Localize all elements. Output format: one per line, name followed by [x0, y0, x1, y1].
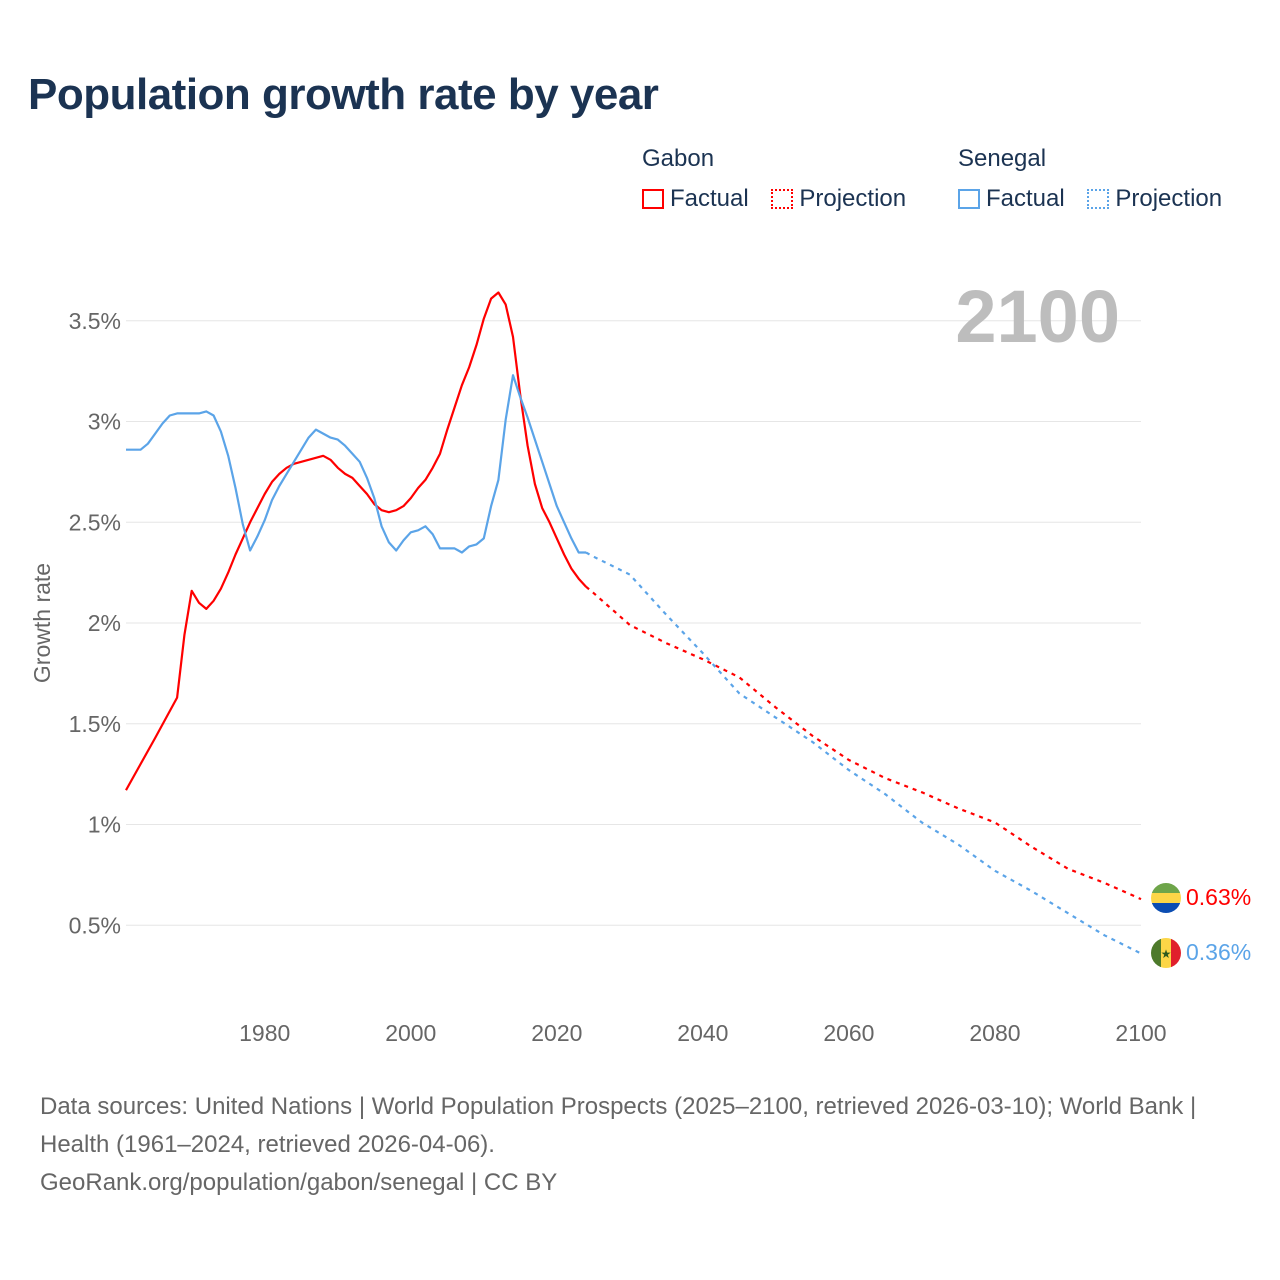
senegal-projection-line — [585, 551, 1142, 955]
footer: Data sources: United Nations | World Pop… — [40, 1088, 1240, 1202]
gabon-end-value: 0.63% — [1186, 884, 1251, 910]
senegal-factual-line — [126, 374, 586, 554]
dotted-swatch-icon — [771, 189, 794, 209]
gabon-factual-line — [125, 291, 587, 791]
gabon-projection-line — [585, 585, 1142, 901]
credit-link[interactable]: GeoRank.org/population/gabon/senegal | C… — [40, 1169, 558, 1196]
legend-senegal-factual[interactable]: Factual — [958, 185, 1065, 213]
senegal-flag-icon: ★ — [1151, 938, 1181, 968]
y-tick-label: 2% — [88, 610, 121, 636]
solid-swatch-icon — [958, 189, 980, 209]
y-tick-label: 2.5% — [69, 509, 121, 535]
y-tick-label: 1.5% — [69, 711, 121, 737]
x-tick-label: 2000 — [385, 1020, 436, 1046]
year-indicator: 2100 — [955, 275, 1120, 358]
legend-label: Projection — [799, 185, 907, 212]
x-tick-label: 2080 — [969, 1020, 1020, 1046]
legend-label: Projection — [1115, 185, 1223, 212]
y-axis-label: Growth rate — [29, 563, 55, 683]
y-tick-label: 1% — [88, 812, 121, 838]
legend-gabon-factual[interactable]: Factual — [642, 185, 749, 213]
legend-gabon-projection[interactable]: Projection — [771, 185, 906, 213]
legend-senegal-projection[interactable]: Projection — [1087, 185, 1222, 213]
x-tick-label: 2100 — [1115, 1020, 1166, 1046]
legend-group-name: Gabon — [642, 145, 715, 172]
gabon-flag-icon — [1151, 883, 1181, 913]
legend-gabon: Gabon Factual Projection — [642, 145, 922, 216]
legend-label: Factual — [986, 185, 1065, 212]
svg-text:★: ★ — [1161, 947, 1172, 961]
y-tick-label: 3.5% — [69, 308, 121, 334]
legend-senegal: Senegal Factual Projection — [958, 145, 1222, 216]
chart-title: Population growth rate by year — [28, 70, 659, 119]
dotted-swatch-icon — [1087, 189, 1110, 209]
x-tick-label: 2040 — [677, 1020, 728, 1046]
y-tick-label: 3% — [88, 409, 121, 435]
legend-label: Factual — [670, 185, 749, 212]
senegal-end-value: 0.36% — [1186, 939, 1251, 965]
data-sources: Data sources: United Nations | World Pop… — [40, 1093, 1197, 1158]
solid-swatch-icon — [642, 189, 664, 209]
y-tick-label: 0.5% — [69, 912, 121, 938]
x-tick-label: 2020 — [531, 1020, 582, 1046]
x-tick-label: 1980 — [239, 1020, 290, 1046]
x-tick-label: 2060 — [823, 1020, 874, 1046]
legend-group-name: Senegal — [958, 145, 1047, 172]
